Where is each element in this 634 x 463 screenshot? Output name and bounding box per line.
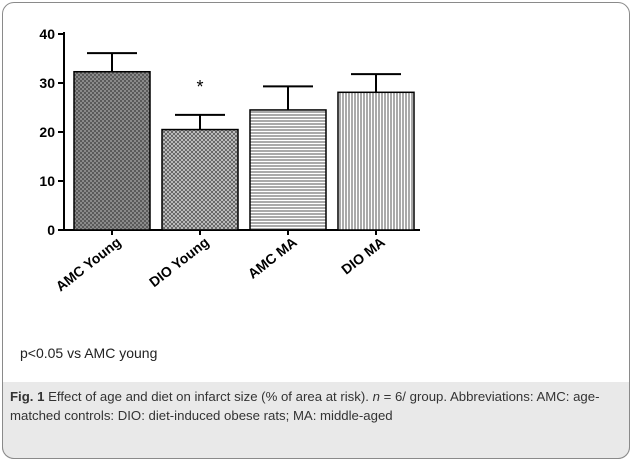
bar — [249, 109, 327, 231]
x-tick-label: DIO MA — [338, 234, 388, 278]
significance-asterisk: * — [196, 77, 203, 97]
y-tick-label: 30 — [39, 75, 55, 91]
bar — [161, 128, 239, 231]
figure-caption: Fig. 1 Effect of age and diet on infarct… — [10, 387, 622, 425]
y-tick-label: 0 — [47, 222, 55, 238]
x-tick-label: AMC Young — [53, 234, 124, 295]
x-tick-label: DIO Young — [146, 234, 212, 290]
bar-chart: 0 10 20 30 40 AMC Young DIO Young AMC MA DIO MA * — [39, 26, 420, 295]
x-tick-label: AMC MA — [245, 234, 300, 282]
figure-label: Fig. 1 — [10, 389, 45, 404]
caption-text-2: = 6/ group. Abbreviations: AMC: age-matc… — [10, 389, 600, 423]
y-tick-label: 40 — [39, 26, 55, 42]
y-tick-label: 10 — [39, 173, 55, 189]
footnote: p<0.05 vs AMC young — [20, 345, 158, 361]
bar — [73, 70, 151, 231]
caption-n: n — [372, 389, 380, 404]
y-tick-label: 20 — [39, 124, 55, 140]
caption-text-1: Effect of age and diet on infarct size (… — [44, 389, 373, 404]
caption-box — [2, 382, 630, 459]
bar — [337, 91, 415, 231]
